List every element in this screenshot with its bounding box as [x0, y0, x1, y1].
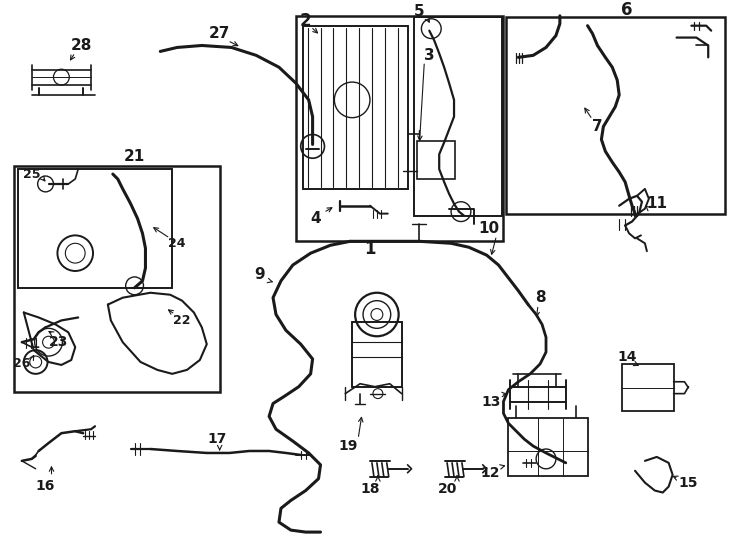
- Bar: [18, 169, 172, 288]
- Text: 5: 5: [414, 4, 425, 19]
- Text: 24: 24: [168, 237, 186, 250]
- Text: 26: 26: [13, 357, 31, 370]
- Text: 13: 13: [481, 395, 501, 409]
- Text: 7: 7: [592, 119, 603, 134]
- Text: 18: 18: [360, 482, 379, 496]
- Text: 28: 28: [70, 38, 92, 53]
- Text: 8: 8: [535, 290, 545, 305]
- Bar: [14, 166, 219, 392]
- Bar: [506, 17, 725, 214]
- Text: 3: 3: [424, 48, 435, 63]
- Bar: [302, 26, 407, 189]
- Bar: [296, 16, 504, 241]
- Text: 27: 27: [209, 26, 230, 41]
- Bar: [418, 141, 455, 179]
- Text: 16: 16: [36, 478, 55, 492]
- Bar: [352, 322, 401, 387]
- Text: 17: 17: [207, 432, 226, 446]
- Text: 25: 25: [23, 167, 40, 180]
- Bar: [622, 364, 674, 411]
- Text: 14: 14: [617, 350, 637, 364]
- Text: 4: 4: [310, 211, 321, 226]
- Text: 22: 22: [173, 314, 191, 327]
- Text: 12: 12: [481, 465, 501, 480]
- Text: 11: 11: [647, 196, 667, 211]
- Bar: [509, 418, 587, 476]
- Text: 2: 2: [300, 12, 311, 30]
- Text: 20: 20: [437, 482, 457, 496]
- Text: 15: 15: [679, 476, 698, 490]
- Text: 21: 21: [124, 148, 145, 164]
- Text: 19: 19: [338, 439, 358, 453]
- Text: 1: 1: [364, 240, 376, 258]
- Text: 9: 9: [254, 267, 264, 282]
- Text: 10: 10: [478, 221, 499, 236]
- Text: 6: 6: [622, 1, 633, 19]
- Text: 23: 23: [48, 335, 68, 349]
- Bar: [415, 17, 503, 215]
